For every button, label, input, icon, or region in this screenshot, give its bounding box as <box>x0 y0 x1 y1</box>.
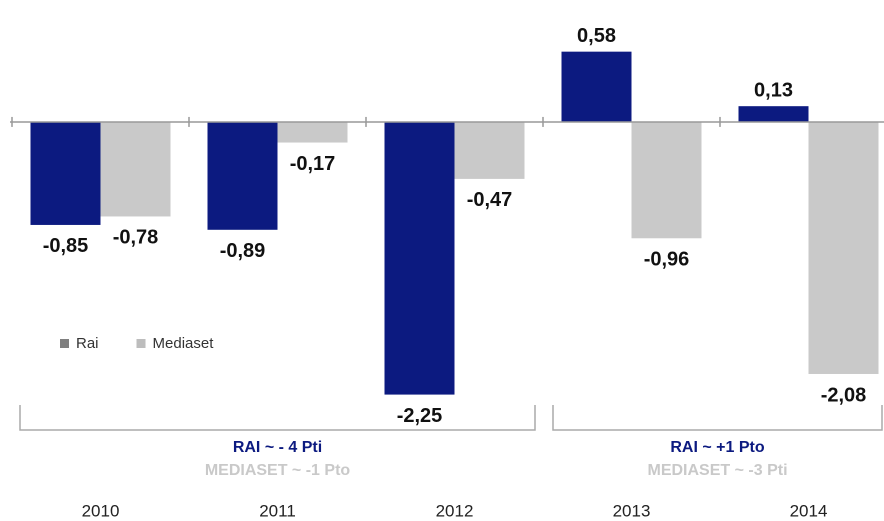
legend-label: Rai <box>76 335 99 352</box>
x-tick-label: 2012 <box>436 501 474 520</box>
bar <box>100 121 171 217</box>
annotation: MEDIASET ~ -1 Pto <box>205 462 351 479</box>
legend-marker <box>60 339 69 348</box>
value-label: -0,96 <box>644 249 690 271</box>
legend-marker <box>136 339 146 348</box>
x-tick-label: 2013 <box>613 501 651 520</box>
bracket <box>552 405 883 431</box>
annotation: MEDIASET ~ -3 Pti <box>647 462 787 479</box>
bar <box>631 121 702 239</box>
bracket <box>19 405 536 431</box>
annotation: RAI ~ - 4 Pti <box>233 439 322 456</box>
bar <box>738 106 809 122</box>
bar <box>207 121 278 230</box>
value-label: -2,25 <box>397 405 443 427</box>
bar <box>561 51 632 122</box>
bar <box>808 121 879 374</box>
legend-label: Mediaset <box>153 335 215 352</box>
value-label: -0,78 <box>113 227 159 249</box>
value-label: -0,89 <box>220 240 266 262</box>
x-tick-label: 2011 <box>259 501 296 520</box>
bar <box>277 121 348 143</box>
x-tick-label: 2010 <box>82 501 120 520</box>
value-label: 0,13 <box>754 79 793 101</box>
value-label: -0,17 <box>290 153 336 175</box>
value-label: 0,58 <box>577 25 616 47</box>
bar <box>30 121 101 225</box>
annotation: RAI ~ +1 Pto <box>670 439 764 456</box>
bar <box>384 121 455 395</box>
x-tick-label: 2014 <box>790 501 828 520</box>
value-label: -0,85 <box>43 235 89 257</box>
value-label: -0,47 <box>467 189 513 211</box>
bar <box>454 121 525 179</box>
value-label: -2,08 <box>821 384 867 406</box>
